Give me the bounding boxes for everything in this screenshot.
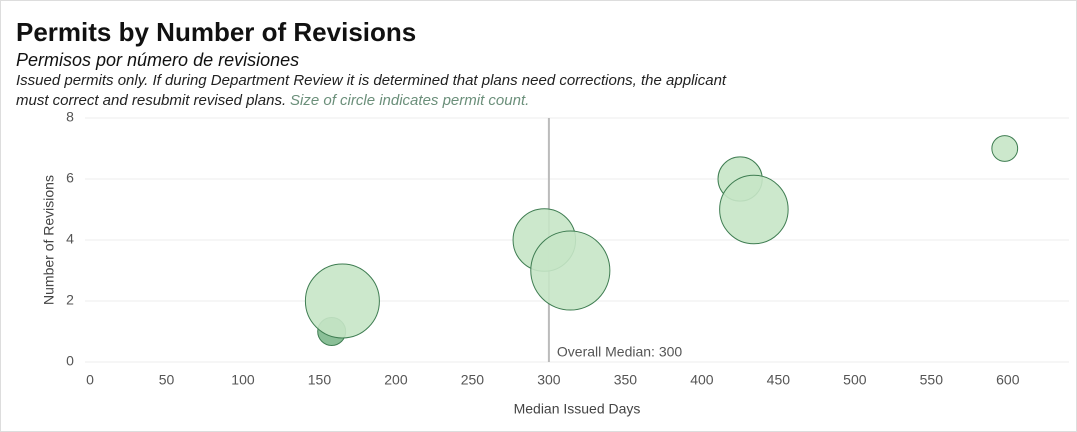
x-tick-label: 150 — [308, 372, 332, 388]
bubble — [991, 135, 1019, 162]
x-tick-label: 500 — [843, 372, 867, 388]
x-tick-label: 450 — [767, 372, 791, 388]
x-tick-label: 350 — [614, 372, 638, 388]
y-tick-label: 0 — [66, 353, 74, 369]
bubble — [530, 230, 611, 311]
size-note: Size of circle indicates permit count. — [290, 92, 529, 109]
description: must correct and resubmit revised plans. — [16, 92, 286, 109]
median-label: Overall Median: 300 — [557, 344, 683, 360]
description-line: must correct and resubmit revised plans.… — [16, 92, 529, 109]
y-tick-label: 6 — [66, 170, 74, 186]
y-tick-label: 2 — [66, 292, 74, 308]
y-axis-label: Number of Revisions — [41, 175, 57, 305]
bubble — [719, 174, 789, 245]
x-tick-label: 550 — [920, 372, 944, 388]
description: Issued permits only. If during Departmen… — [16, 72, 727, 89]
x-tick-label: 400 — [690, 372, 714, 388]
x-tick-label: 250 — [461, 372, 485, 388]
chart-subtitle: Permisos por número de revisiones — [16, 50, 299, 70]
x-tick-label: 0 — [86, 372, 94, 388]
y-tick-label: 4 — [66, 231, 74, 247]
x-tick-label: 200 — [384, 372, 408, 388]
bubble — [304, 263, 380, 339]
x-axis-label: Median Issued Days — [514, 401, 641, 417]
x-tick-label: 300 — [537, 372, 561, 388]
x-tick-label: 600 — [996, 372, 1020, 388]
y-tick-label: 8 — [66, 109, 74, 125]
chart-title: Permits by Number of Revisions — [16, 17, 416, 47]
x-tick-label: 100 — [231, 372, 255, 388]
x-tick-label: 50 — [159, 372, 175, 388]
